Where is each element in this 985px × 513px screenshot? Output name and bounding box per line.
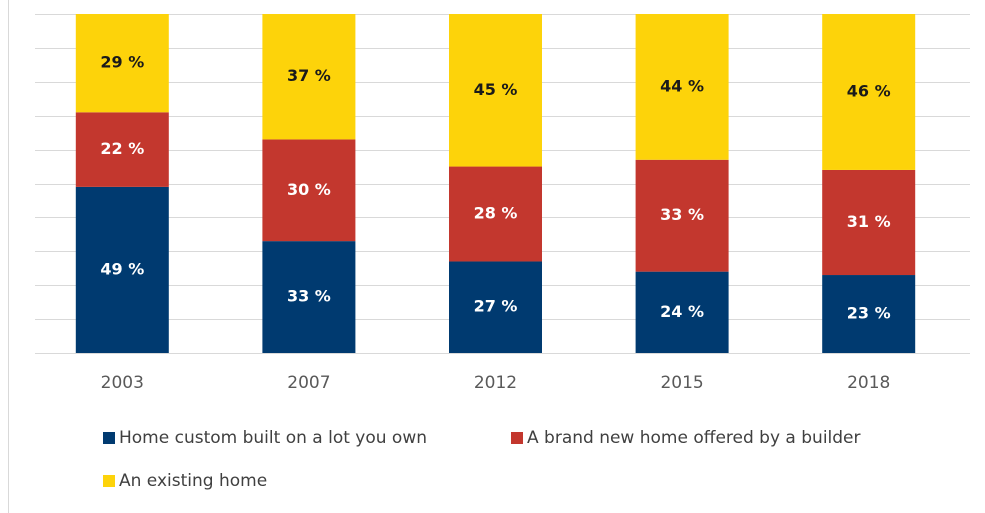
data-label: 37 % <box>287 66 331 85</box>
bar-segment <box>449 14 542 167</box>
data-label: 44 % <box>660 76 704 95</box>
bar-segment <box>635 271 729 353</box>
bar-segment <box>635 14 729 160</box>
data-label: 45 % <box>474 80 518 99</box>
bar-segment <box>262 14 356 140</box>
data-label: 49 % <box>100 259 144 278</box>
data-label: 29 % <box>100 53 144 72</box>
bar-segment <box>262 139 356 242</box>
data-label: 46 % <box>847 81 891 100</box>
bar-segment <box>822 275 916 353</box>
bar-segment <box>635 159 729 272</box>
bar-segment <box>75 14 169 113</box>
data-label: 22 % <box>100 139 144 158</box>
data-label: 28 % <box>474 204 518 223</box>
legend-label: Home custom built on a lot you own <box>119 428 427 448</box>
legend-label: A brand new home offered by a builder <box>527 428 861 448</box>
bar-segment <box>822 169 916 276</box>
data-label: 33 % <box>287 287 331 306</box>
bar-segment <box>449 261 542 353</box>
data-label: 23 % <box>847 304 891 323</box>
legend-swatch <box>103 432 115 444</box>
x-tick-label: 2015 <box>660 373 703 393</box>
legend-swatch <box>103 475 115 487</box>
bar-segment <box>75 112 169 187</box>
legend-label: An existing home <box>119 471 267 491</box>
data-label: 24 % <box>660 302 704 321</box>
data-label: 31 % <box>847 212 891 231</box>
bar-segment <box>75 186 169 353</box>
data-label: 30 % <box>287 180 331 199</box>
x-tick-label: 2007 <box>287 373 330 393</box>
bar-segment <box>449 166 542 262</box>
bar-segment <box>822 14 916 170</box>
x-tick-label: 2003 <box>101 373 144 393</box>
data-label: 27 % <box>474 297 518 316</box>
x-tick-label: 2018 <box>847 373 890 393</box>
bar-segment <box>262 241 356 353</box>
data-label: 33 % <box>660 205 704 224</box>
legend-swatch <box>511 432 523 444</box>
x-tick-label: 2012 <box>474 373 517 393</box>
